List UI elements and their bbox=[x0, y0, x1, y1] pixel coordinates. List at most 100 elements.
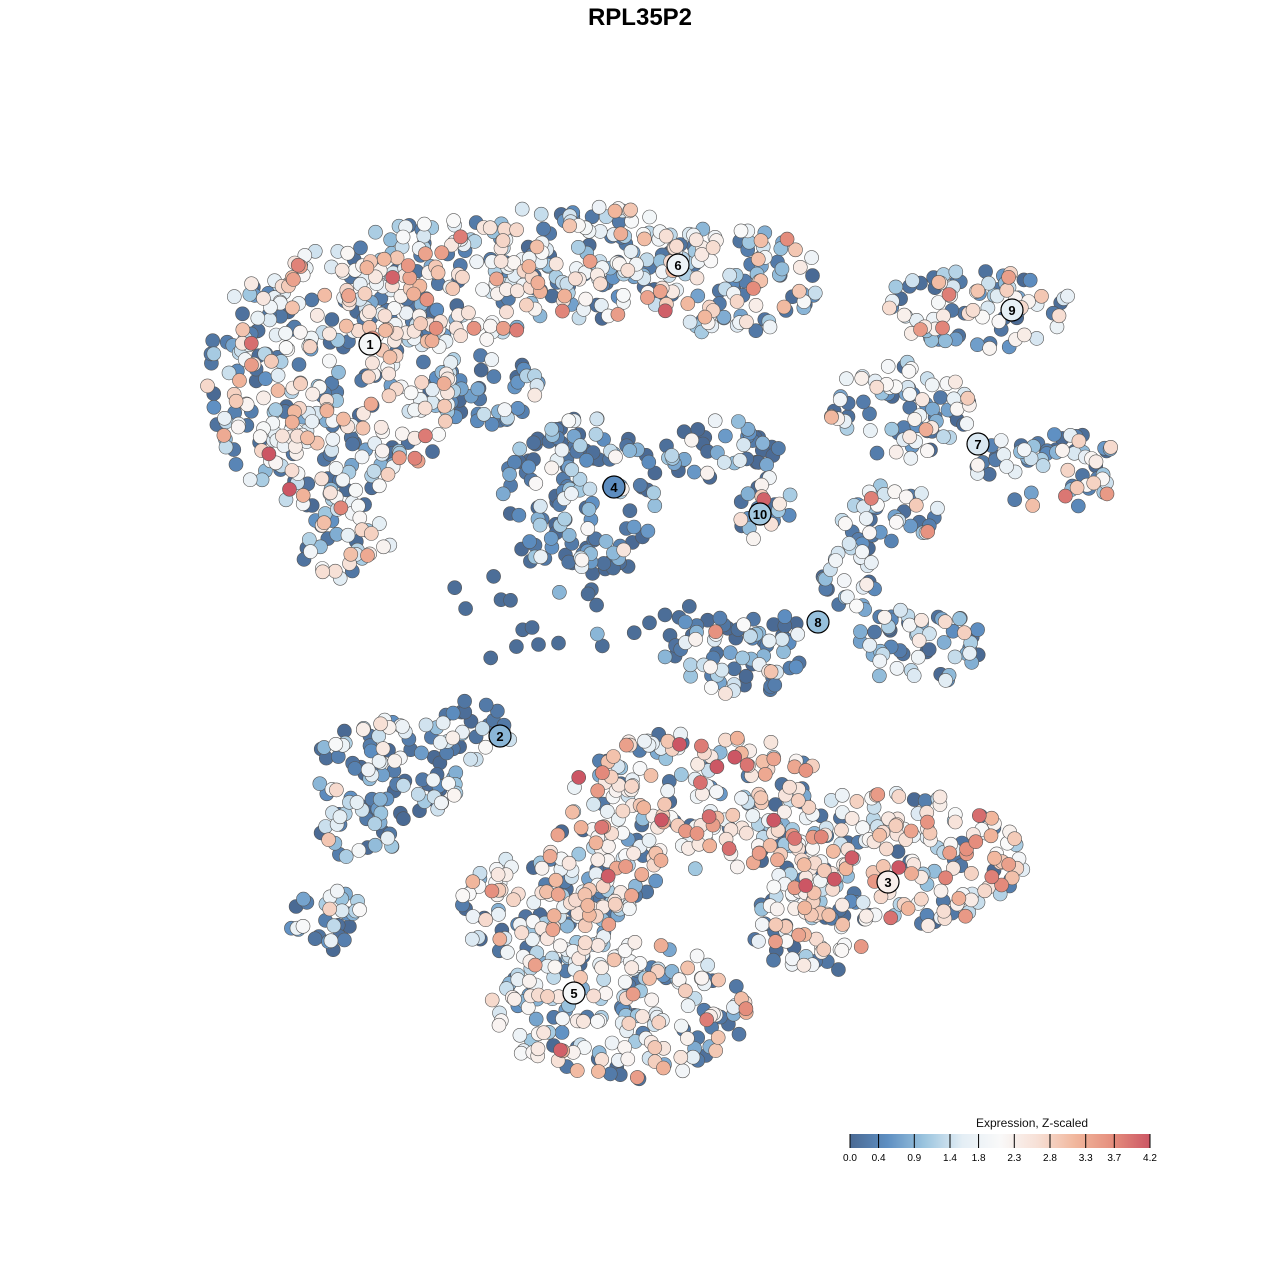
cell-point bbox=[532, 517, 548, 533]
cell-point bbox=[228, 393, 244, 409]
cell-point bbox=[495, 320, 511, 336]
cell-point bbox=[853, 939, 869, 954]
cell-point bbox=[872, 653, 888, 669]
cell-point bbox=[436, 376, 452, 391]
cell-point bbox=[282, 481, 297, 497]
cell-point bbox=[782, 487, 798, 503]
legend-tick-label: 2.3 bbox=[1007, 1153, 1021, 1164]
cell-point bbox=[949, 401, 965, 417]
cell-point bbox=[1060, 462, 1076, 478]
cell-point bbox=[368, 224, 383, 240]
cell-point bbox=[776, 299, 792, 315]
cell-point bbox=[948, 374, 963, 390]
cell-point bbox=[530, 275, 546, 291]
cell-point bbox=[542, 849, 558, 864]
cell-point bbox=[872, 668, 887, 684]
cell-point bbox=[391, 450, 407, 466]
cell-point bbox=[571, 770, 587, 785]
cell-point bbox=[680, 998, 696, 1014]
cell-point bbox=[637, 733, 652, 749]
cell-point bbox=[252, 429, 268, 445]
cell-point bbox=[400, 258, 416, 273]
cell-point bbox=[903, 450, 919, 466]
cell-point bbox=[493, 254, 509, 269]
cell-point bbox=[746, 531, 761, 547]
cell-point bbox=[971, 808, 987, 823]
cell-point bbox=[366, 463, 382, 479]
cell-point bbox=[729, 730, 745, 746]
cell-point bbox=[285, 300, 300, 316]
cell-point bbox=[716, 309, 732, 325]
cell-point bbox=[1071, 498, 1086, 514]
cell-point bbox=[788, 659, 804, 675]
cell-point bbox=[716, 455, 732, 470]
cell-point bbox=[601, 839, 616, 854]
cell-point bbox=[424, 333, 440, 349]
cell-point bbox=[970, 337, 985, 353]
cell-point bbox=[772, 496, 787, 512]
cell-point bbox=[466, 320, 482, 336]
cell-point bbox=[821, 907, 837, 923]
cell-point bbox=[589, 597, 604, 613]
cell-point bbox=[660, 783, 676, 799]
cell-point bbox=[324, 312, 340, 327]
cell-point bbox=[608, 449, 623, 465]
cell-point bbox=[385, 270, 400, 285]
cell-point bbox=[545, 922, 561, 937]
cluster-marker bbox=[488, 724, 512, 748]
cell-point bbox=[617, 943, 633, 958]
cell-point bbox=[528, 476, 544, 491]
cell-point bbox=[970, 283, 986, 299]
cell-point bbox=[910, 649, 926, 665]
cell-point bbox=[425, 772, 441, 788]
cluster-marker bbox=[966, 432, 990, 456]
cell-point bbox=[561, 413, 577, 429]
cell-point bbox=[854, 544, 870, 560]
cell-point bbox=[797, 900, 813, 916]
cell-point bbox=[296, 891, 311, 907]
cell-point bbox=[905, 273, 920, 288]
cell-point bbox=[458, 601, 473, 616]
cluster-marker bbox=[748, 502, 772, 526]
cell-point bbox=[522, 973, 537, 989]
cell-point bbox=[328, 736, 344, 752]
cell-point bbox=[791, 283, 807, 299]
cell-point bbox=[743, 628, 758, 644]
cell-point bbox=[798, 763, 814, 778]
cell-point bbox=[671, 972, 687, 988]
cell-point bbox=[770, 852, 785, 868]
cell-point bbox=[446, 213, 461, 228]
cell-point bbox=[529, 239, 545, 255]
cell-point bbox=[991, 314, 1007, 329]
cell-point bbox=[360, 548, 375, 563]
cell-point bbox=[395, 719, 410, 734]
cell-point bbox=[594, 960, 609, 976]
cell-point bbox=[582, 253, 598, 269]
cell-point bbox=[295, 918, 311, 934]
cell-point bbox=[960, 390, 976, 406]
cell-point bbox=[453, 328, 469, 344]
cell-point bbox=[510, 400, 526, 416]
cell-point bbox=[445, 730, 461, 746]
cell-point bbox=[727, 749, 743, 765]
cell-point bbox=[837, 516, 853, 531]
legend-tick-label: 4.2 bbox=[1143, 1153, 1157, 1164]
cell-point bbox=[913, 322, 928, 337]
cell-point bbox=[329, 883, 345, 899]
cell-point bbox=[686, 464, 702, 480]
cell-point bbox=[637, 231, 652, 247]
cluster-label-2: 2 bbox=[488, 724, 512, 748]
cell-point bbox=[270, 383, 286, 398]
cell-point bbox=[380, 467, 396, 482]
cell-point bbox=[352, 902, 367, 918]
cell-point bbox=[278, 340, 294, 356]
cell-point bbox=[593, 298, 609, 313]
cluster-label-1: 1 bbox=[358, 332, 382, 356]
cell-point bbox=[355, 420, 371, 436]
cell-point bbox=[317, 287, 333, 303]
cell-point bbox=[735, 650, 750, 666]
cell-point bbox=[418, 246, 433, 261]
cell-point bbox=[205, 333, 220, 349]
cell-point bbox=[321, 832, 336, 848]
cell-point bbox=[591, 1064, 606, 1079]
